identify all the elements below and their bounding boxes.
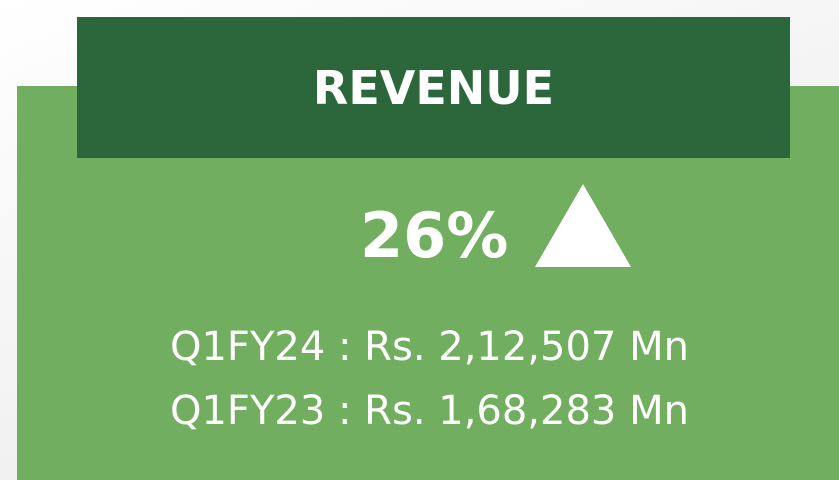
- previous-revenue: Q1FY23 : Rs. 1,68,283 Mn: [170, 388, 689, 434]
- current-revenue: Q1FY24 : Rs. 2,12,507 Mn: [170, 324, 689, 370]
- up-arrow: [535, 184, 631, 267]
- header-title: REVENUE: [77, 17, 790, 158]
- change-percent: 26%: [360, 199, 509, 272]
